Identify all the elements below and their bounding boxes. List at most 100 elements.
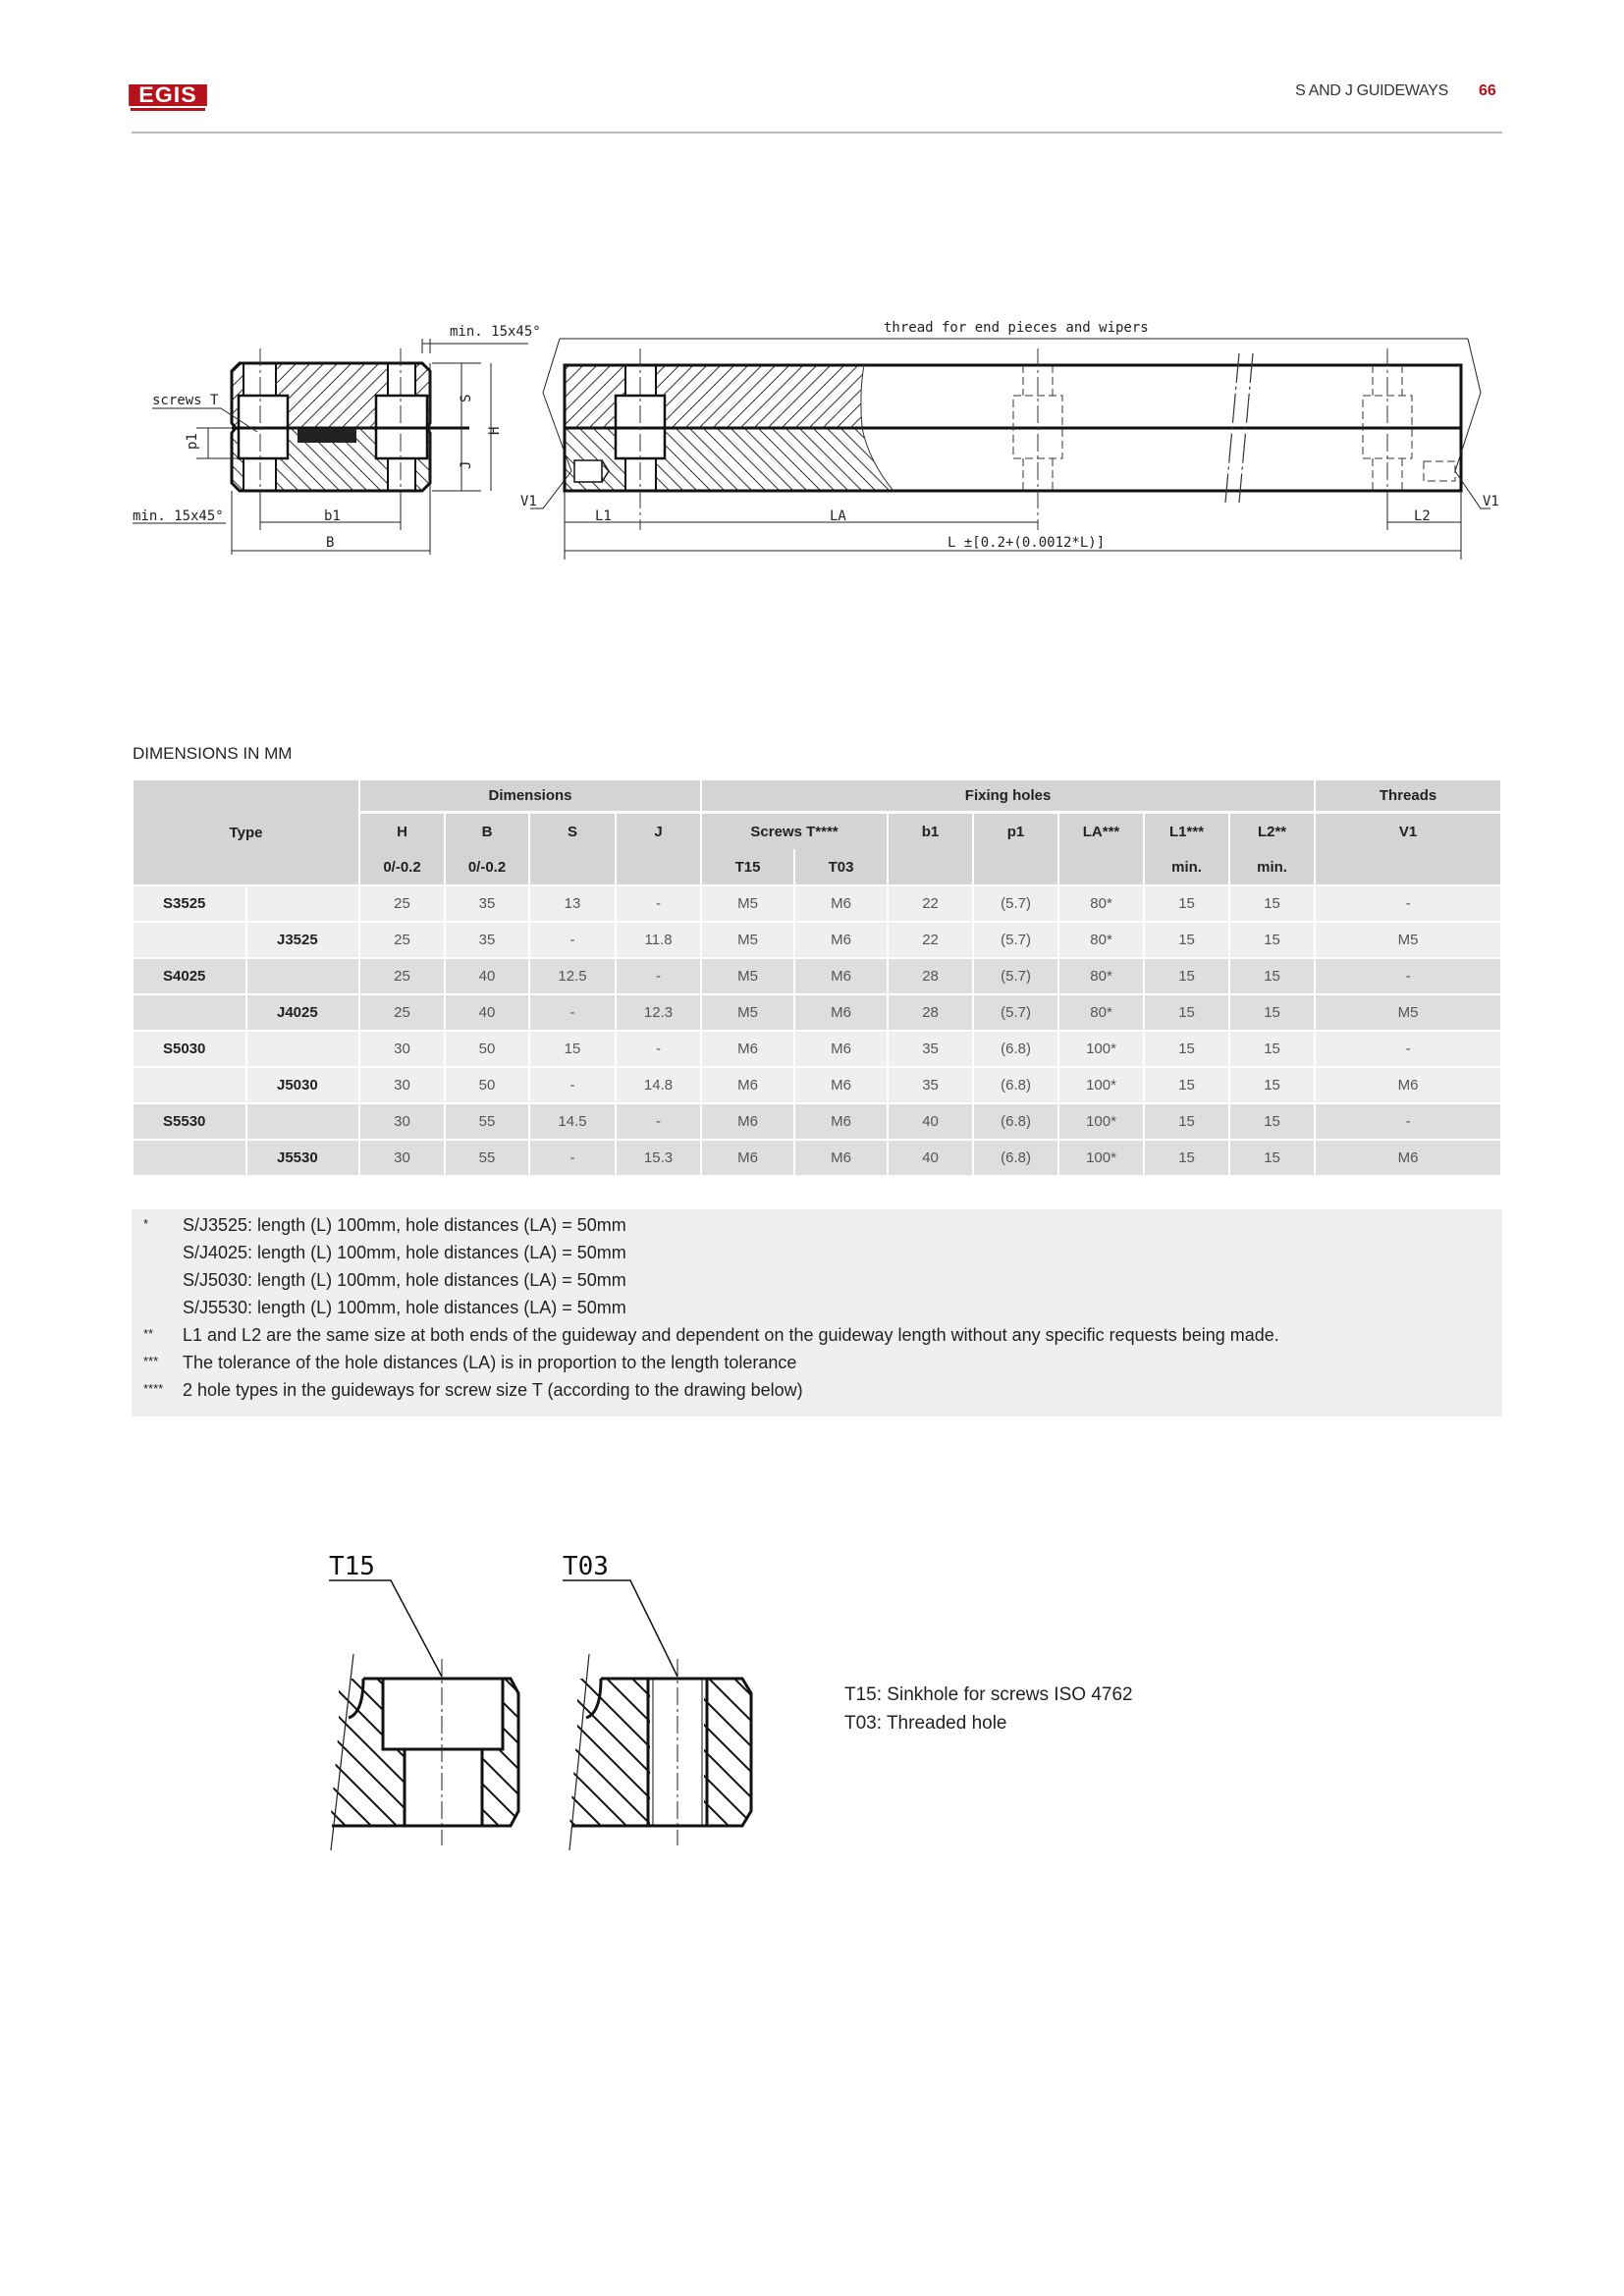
cell-p1: (6.8): [972, 1030, 1059, 1067]
cell-s-type: [134, 1139, 246, 1175]
header-divider: [132, 132, 1502, 133]
hole-type-descriptions: T15: Sinkhole for screws ISO 4762 T03: T…: [844, 1681, 1133, 1737]
cell-s-type: [134, 921, 246, 958]
cell-j-type: J5030: [245, 1066, 359, 1103]
egis-logo: EGIS: [129, 84, 207, 112]
cell-b: 40: [444, 993, 529, 1031]
cell-t15: M6: [700, 1102, 795, 1140]
cell-b: 35: [444, 884, 529, 922]
cell-la: 80*: [1057, 957, 1145, 994]
cell-j-type: [245, 1102, 359, 1140]
cell-j: 14.8: [614, 1066, 702, 1103]
header-s-empty: [528, 849, 616, 885]
la-label: LA: [830, 508, 846, 524]
p1-label: p1: [185, 433, 200, 450]
logo-underline: [131, 108, 205, 111]
cell-t03: M6: [793, 1139, 889, 1175]
cell-s: -: [528, 1066, 616, 1103]
cell-v1: -: [1314, 1030, 1501, 1067]
cell-j: -: [614, 1030, 702, 1067]
header-threads: Threads: [1314, 780, 1501, 814]
cell-t15: M6: [700, 1066, 795, 1103]
cell-t03: M6: [793, 884, 889, 922]
cell-p1: (5.7): [972, 957, 1059, 994]
cell-t15: M6: [700, 1030, 795, 1067]
header-j: J: [614, 812, 702, 849]
cell-j-type: J3525: [245, 921, 359, 958]
table-row: J5030 30 50-14.8 M6 M6 35 (6.8) 100* 15 15 M6: [134, 1066, 1501, 1103]
cell-b1: 40: [887, 1139, 974, 1175]
cell-p1: (5.7): [972, 884, 1059, 922]
t03-label: T03: [563, 1552, 609, 1581]
cell-l1: 15: [1143, 993, 1230, 1031]
table-row: S3525 25 35 13- M5 M6 22 (5.7) 80* 15 15-: [134, 884, 1501, 922]
header-b-tolerance: 0/-0.2: [444, 849, 529, 885]
cell-v1: M5: [1314, 921, 1501, 958]
l2-label: L2: [1414, 508, 1431, 524]
cell-l1: 15: [1143, 1102, 1230, 1140]
cell-s: 15: [528, 1030, 616, 1067]
cell-h: 30: [358, 1066, 445, 1103]
cell-s: -: [528, 993, 616, 1031]
cell-h: 25: [358, 993, 445, 1031]
cell-l1: 15: [1143, 1139, 1230, 1175]
t15-description: T15: Sinkhole for screws ISO 4762: [844, 1684, 1133, 1705]
cell-l1: 15: [1143, 921, 1230, 958]
header-screws: Screws T****: [700, 812, 889, 849]
header-l2: L2**: [1228, 812, 1316, 849]
header-v1-empty: [1314, 849, 1501, 885]
footnote-text: The tolerance of the hole distances (LA)…: [183, 1353, 797, 1372]
header-p1-empty: [972, 849, 1059, 885]
cell-b: 55: [444, 1139, 529, 1175]
chamfer-bottom-label: min. 15x45°: [133, 508, 224, 524]
j-label: J: [459, 461, 474, 469]
header-b: B: [444, 812, 529, 849]
cell-l1: 15: [1143, 957, 1230, 994]
footnote-text: 2 hole types in the guideways for screw …: [183, 1380, 803, 1400]
cell-s: 12.5: [528, 957, 616, 994]
cell-s-type: [134, 1066, 246, 1103]
cell-t03: M6: [793, 1102, 889, 1140]
cell-la: 80*: [1057, 884, 1145, 922]
cell-s-type: S3525: [134, 884, 246, 922]
table-row: J5530 30 55-15.3 M6 M6 40 (6.8) 100* 15 15 M6: [134, 1139, 1501, 1175]
cell-s: -: [528, 921, 616, 958]
cell-b: 55: [444, 1102, 529, 1140]
footnote-text: L1 and L2 are the same size at both ends…: [183, 1325, 1279, 1345]
cell-v1: -: [1314, 884, 1501, 922]
header-s: S: [528, 812, 616, 849]
footnote-marker: *: [143, 1216, 149, 1231]
cell-l2: 15: [1228, 1030, 1316, 1067]
cell-j: 12.3: [614, 993, 702, 1031]
cell-la: 80*: [1057, 921, 1145, 958]
cell-la: 100*: [1057, 1102, 1145, 1140]
cell-t03: M6: [793, 921, 889, 958]
table-body: S3525 25 35 13- M5 M6 22 (5.7) 80* 15 15- J3525 25 35…: [134, 884, 1501, 1175]
s-label: S: [459, 395, 474, 402]
header-type: Type: [134, 780, 359, 885]
header-h-tolerance: 0/-0.2: [358, 849, 445, 885]
header-j-empty: [614, 849, 702, 885]
header-dimensions: Dimensions: [357, 780, 702, 814]
v1-right-label: V1: [1483, 494, 1499, 509]
cell-la: 80*: [1057, 993, 1145, 1031]
cell-l2: 15: [1228, 884, 1316, 922]
cell-l2: 15: [1228, 1102, 1316, 1140]
cell-p1: (6.8): [972, 1066, 1059, 1103]
header-la-empty: [1057, 849, 1145, 885]
cell-t15: M5: [700, 921, 795, 958]
cell-j-type: J4025: [245, 993, 359, 1031]
cell-b: 50: [444, 1030, 529, 1067]
header-la: LA***: [1057, 812, 1145, 849]
cell-s: 13: [528, 884, 616, 922]
cell-s: -: [528, 1139, 616, 1175]
table-row: S5530 30 55 14.5- M6 M6 40 (6.8) 100* 15 15-: [134, 1102, 1501, 1140]
cell-j: 11.8: [614, 921, 702, 958]
dimensions-table: Type Dimensions Fixing holes Threads H B…: [134, 780, 1501, 1175]
cell-v1: M6: [1314, 1066, 1501, 1103]
header-l1: L1***: [1143, 812, 1230, 849]
cell-v1: -: [1314, 957, 1501, 994]
header-t03: T03: [793, 849, 889, 885]
cell-j: -: [614, 1102, 702, 1140]
cell-l1: 15: [1143, 1066, 1230, 1103]
